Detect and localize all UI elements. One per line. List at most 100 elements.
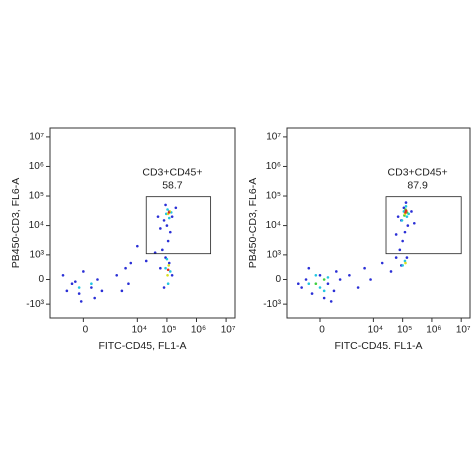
y-tick-label: 10⁷	[29, 132, 44, 143]
y-tick-label: 10⁶	[266, 161, 281, 172]
event-dot	[412, 221, 416, 225]
event-dot	[167, 264, 171, 267]
event-dot	[144, 259, 148, 263]
x-axis-label: FITC-CD45, FL1-A	[98, 340, 186, 352]
y-tick-label: 0	[275, 274, 281, 285]
event-dot	[314, 282, 318, 286]
event-dot	[404, 201, 408, 204]
event-dot	[74, 280, 77, 283]
y-axis-label: PB450-CD3, FL6-A	[247, 178, 259, 268]
gate-name: CD3+CD45+	[388, 166, 448, 178]
plot-frame	[286, 127, 471, 319]
y-tick-label: 0	[38, 274, 44, 285]
x-tick-label: 10⁶	[191, 325, 206, 336]
event-dot	[90, 286, 93, 289]
event-dot	[93, 296, 96, 300]
x-tick-label: 10⁴	[132, 325, 147, 336]
y-tick-label: 10⁴	[29, 220, 44, 231]
y-tick-label: 10⁵	[29, 191, 44, 202]
event-dot	[398, 248, 402, 252]
x-tick-label: 10⁴	[368, 325, 383, 336]
y-axis-label: PB450-CD3, FL6-A	[10, 178, 22, 268]
event-dot	[96, 278, 99, 281]
event-dot	[407, 212, 410, 216]
event-dot	[174, 206, 178, 210]
event-dot	[296, 282, 300, 286]
event-dot	[369, 278, 372, 281]
event-dot	[406, 224, 410, 227]
event-dot	[404, 209, 408, 212]
event-dot	[164, 266, 167, 270]
x-tick-label: 10⁷	[221, 325, 236, 336]
event-dot	[348, 274, 351, 277]
gate-percent: 58.7	[162, 179, 183, 191]
event-dot	[124, 266, 127, 270]
x-tick-label: 10⁵	[161, 325, 176, 336]
gate-name: CD3+CD45+	[142, 166, 202, 178]
event-dot	[389, 270, 393, 273]
event-dot	[300, 286, 303, 289]
event-dot	[65, 289, 69, 293]
event-dot	[162, 219, 166, 222]
event-dot	[167, 261, 171, 265]
event-dot	[115, 274, 119, 277]
event-dot	[402, 206, 406, 210]
event-dot	[318, 286, 322, 289]
event-dot	[170, 274, 174, 277]
event-dot	[166, 282, 170, 286]
y-tick-label: 10⁵	[266, 191, 281, 202]
event-dot	[322, 289, 326, 293]
event-dot	[329, 300, 333, 303]
gate	[145, 196, 212, 255]
x-axis-label: FITC-CD45. FL1-A	[334, 340, 422, 352]
event-dot	[338, 278, 342, 281]
event-dot	[322, 278, 326, 281]
event-dot	[310, 292, 314, 295]
event-dot	[161, 248, 164, 252]
y-tick-label: -10³	[26, 299, 44, 310]
y-tick-label: 10⁶	[29, 161, 44, 172]
event-dot	[326, 276, 330, 279]
event-dot	[170, 215, 174, 218]
event-dot	[165, 224, 169, 227]
y-tick-label: 10⁴	[266, 220, 281, 231]
event-dot	[314, 274, 318, 277]
event-dot	[90, 282, 93, 286]
event-dot	[159, 266, 162, 270]
event-dot	[396, 215, 400, 218]
event-dot	[356, 286, 360, 289]
event-dot	[167, 216, 171, 220]
event-dot	[410, 210, 413, 213]
event-dot	[100, 289, 104, 293]
event-dot	[120, 289, 124, 293]
event-dot	[165, 257, 169, 261]
event-dot	[168, 270, 172, 273]
event-dot	[164, 203, 167, 207]
event-dot	[304, 278, 308, 281]
event-dot	[380, 261, 384, 265]
event-dot	[166, 208, 169, 211]
event-dot	[400, 219, 404, 222]
event-dot	[153, 251, 157, 254]
event-dot	[394, 256, 398, 259]
y-tick-label: 10³	[267, 250, 282, 261]
event-dot	[404, 261, 407, 265]
event-dot	[401, 239, 404, 243]
event-dot	[403, 259, 407, 263]
y-tick-label: 10⁷	[266, 132, 281, 143]
y-tick-label: -10³	[263, 299, 281, 310]
event-dot	[307, 266, 311, 270]
event-dot	[166, 268, 170, 272]
event-dot	[77, 286, 81, 289]
event-dot	[403, 230, 407, 234]
x-tick-label: 0	[83, 325, 89, 336]
event-dot	[363, 266, 366, 270]
y-tick-label: 10³	[30, 250, 45, 261]
x-tick-label: 10⁵	[397, 325, 412, 336]
event-dot	[168, 230, 172, 234]
x-tick-label: 10⁶	[426, 325, 441, 336]
event-dot	[164, 212, 168, 216]
event-dot	[326, 282, 330, 286]
event-dot	[405, 256, 409, 259]
